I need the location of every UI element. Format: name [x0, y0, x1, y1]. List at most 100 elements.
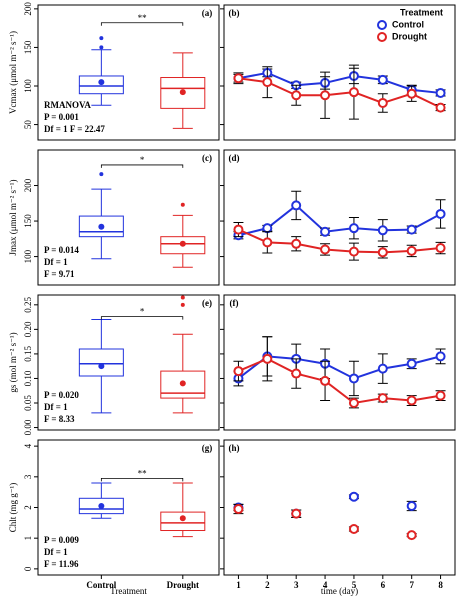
mean	[179, 380, 186, 387]
significance-label: *	[140, 307, 145, 317]
outlier	[180, 295, 185, 300]
point	[233, 73, 244, 84]
series-line	[238, 77, 441, 109]
point	[348, 223, 359, 234]
stats-text: RMANOVA	[44, 100, 91, 110]
panel: (c) 100 150 200 Jmax (μmol m⁻² s⁻¹) * P = 0.01…	[8, 149, 220, 286]
point	[262, 223, 273, 234]
panel-label: (d)	[229, 153, 240, 163]
y-axis-label: Chlt (mg g⁻¹)	[8, 483, 18, 532]
y-axis-label: Vcmax (μmol m⁻² s⁻¹)	[8, 31, 18, 114]
y-tick-label: 200	[23, 178, 33, 192]
point	[435, 390, 446, 401]
plot-frame	[37, 149, 220, 286]
y-tick-label: 0.00	[23, 419, 33, 435]
point	[291, 368, 302, 379]
panel-label: (e)	[202, 298, 212, 308]
point	[406, 530, 417, 541]
panel: (b) Treatment Control Drought	[220, 4, 456, 141]
point	[320, 226, 331, 237]
stats-text: Df = 1	[44, 547, 68, 557]
point	[435, 102, 446, 113]
point	[348, 246, 359, 257]
plot-frame	[223, 4, 456, 141]
x-axis-label: Treatment	[110, 586, 147, 596]
point	[406, 245, 417, 256]
stats-text: Df = 1	[44, 257, 68, 267]
point	[262, 77, 273, 88]
stats-text: P = 0.009	[44, 535, 79, 545]
box	[160, 77, 206, 109]
point	[348, 491, 359, 502]
point	[435, 243, 446, 254]
box	[160, 370, 206, 399]
x-tick-label: 8	[438, 580, 443, 590]
significance-bracket	[100, 477, 184, 482]
stats-text: P = 0.001	[44, 112, 79, 122]
plot-frame	[37, 294, 220, 431]
point	[291, 508, 302, 519]
mean	[98, 79, 105, 86]
x-tick-label: 6	[381, 580, 386, 590]
outlier	[180, 302, 185, 307]
panel: (d)	[220, 149, 456, 286]
point	[377, 247, 388, 258]
point	[348, 398, 359, 408]
stats-text: Df = 1 F = 22.47	[44, 124, 105, 134]
point	[348, 87, 359, 98]
y-tick-label: 0.10	[23, 370, 33, 386]
mean	[179, 89, 186, 96]
x-tick-label: 4	[323, 580, 328, 590]
point	[435, 208, 446, 219]
y-tick-label: 150	[23, 40, 33, 54]
mean	[98, 363, 105, 370]
y-tick-label: 50	[23, 120, 33, 130]
x-tick-label: 7	[409, 580, 414, 590]
plot-frame	[223, 149, 456, 286]
significance-bracket	[100, 316, 184, 320]
x-tick-label: Drought	[167, 580, 199, 590]
stats-text: F = 8.33	[44, 414, 75, 424]
legend-marker	[377, 20, 387, 30]
significance-bracket	[100, 22, 184, 26]
point	[348, 373, 359, 384]
y-tick-label: 0.25	[23, 296, 33, 312]
plot-frame	[223, 439, 456, 576]
y-tick-label: 200	[23, 2, 33, 16]
point	[377, 393, 388, 404]
panel-label: (f)	[230, 298, 239, 308]
point	[233, 224, 244, 235]
y-axis-label: Jmax (μmol m⁻² s⁻¹)	[8, 180, 18, 256]
y-tick-label: 100	[23, 249, 33, 263]
point	[262, 353, 273, 364]
legend-marker	[377, 32, 387, 42]
legend-label: Control	[392, 19, 424, 29]
outlier	[99, 172, 104, 177]
outlier	[99, 36, 104, 41]
y-tick-label: 2	[23, 505, 33, 510]
point	[406, 88, 417, 99]
panel: (f)	[220, 294, 456, 431]
stats-text: F = 9.71	[44, 269, 75, 279]
legend-label: Drought	[392, 31, 427, 41]
point	[377, 97, 388, 108]
box	[160, 511, 206, 532]
stats-text: F = 11.96	[44, 559, 79, 569]
x-tick-label: 3	[294, 580, 299, 590]
legend-title: Treatment	[400, 7, 443, 17]
point	[348, 523, 359, 534]
x-axis-label: time (day)	[321, 586, 358, 596]
panel-label: (a)	[202, 8, 213, 18]
series-line	[238, 71, 441, 94]
point	[406, 224, 417, 235]
point	[320, 375, 331, 386]
point	[377, 74, 388, 85]
point	[320, 244, 331, 255]
point	[233, 504, 244, 515]
y-tick-label: 0	[23, 566, 33, 571]
box	[78, 348, 124, 377]
x-tick-label: 5	[352, 580, 357, 590]
panel: (h) time (day) 1 2 3 4 5 6 7 8	[220, 439, 456, 596]
point	[406, 358, 417, 369]
